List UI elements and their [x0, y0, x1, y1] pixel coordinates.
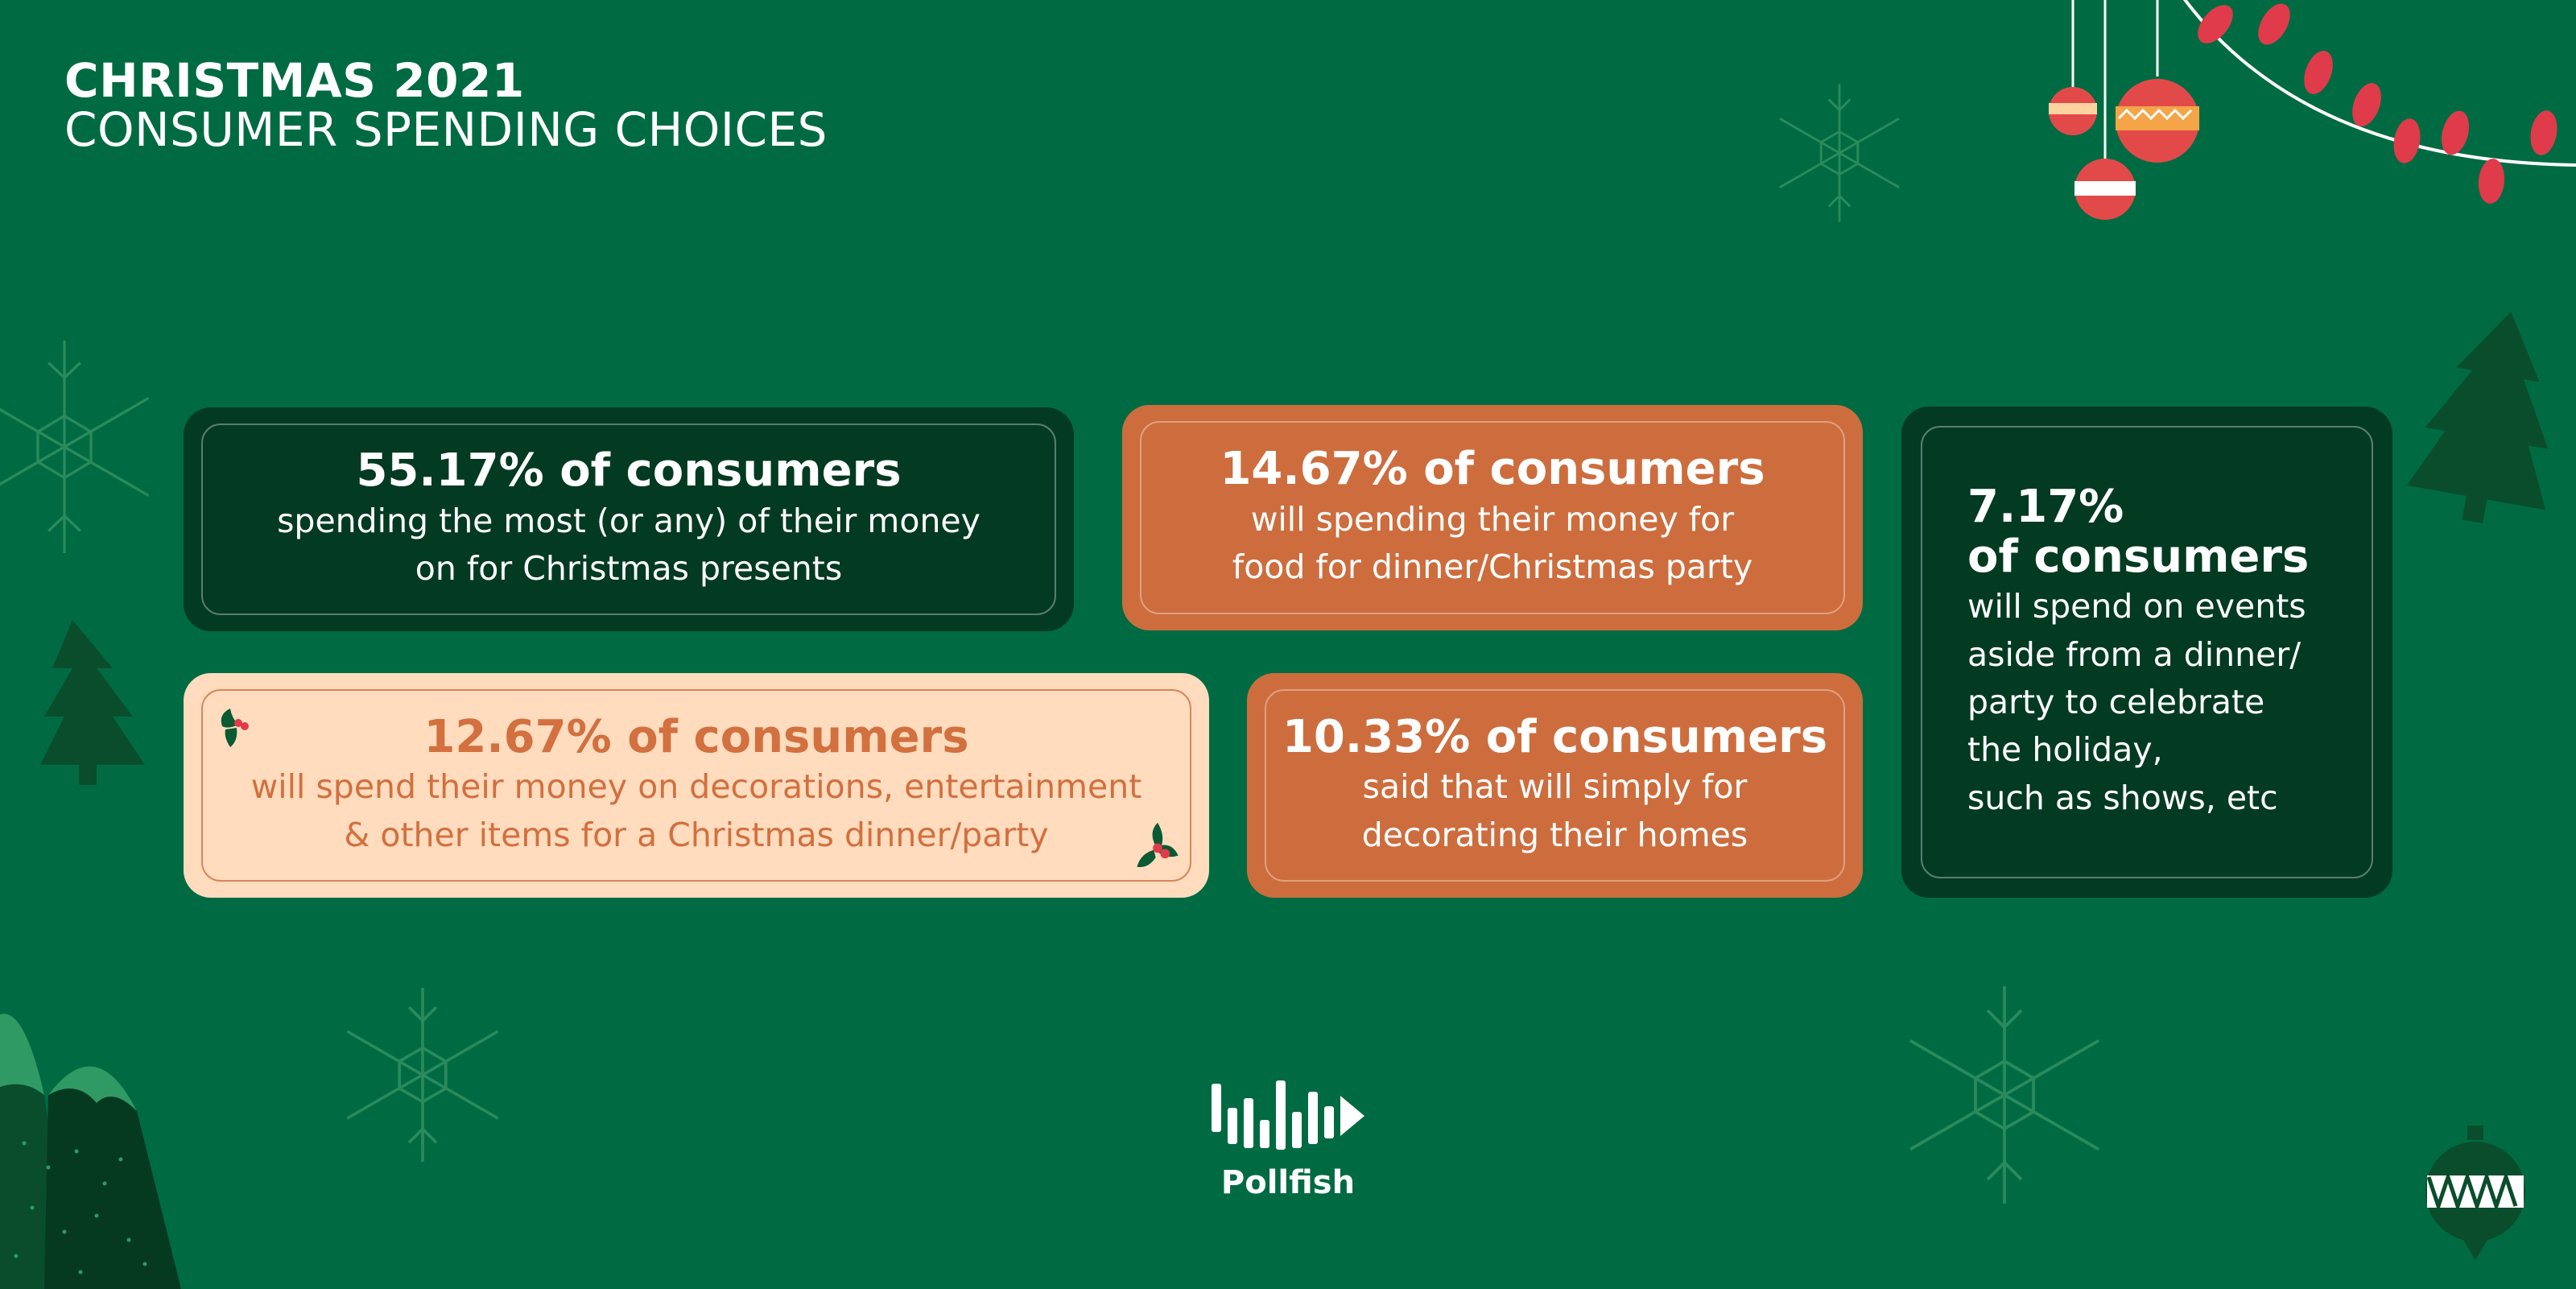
- stat-card-events: 7.17% of consumers will spend on events …: [1901, 407, 2392, 898]
- stat-value-label: of consumers: [1967, 531, 2310, 584]
- snowy-hills-decoration: [0, 1014, 181, 1289]
- stat-description-line: said that will simply for: [1362, 767, 1748, 807]
- stat-description-line: & other items for a Christmas dinner/par…: [344, 815, 1049, 854]
- pollfish-logo: Pollfish: [1199, 1076, 1377, 1201]
- stat-description-line: will spend their money on decorations, e…: [250, 767, 1142, 807]
- stat-description-line: decorating their homes: [1361, 815, 1748, 854]
- title-main: CHRISTMAS 2021: [64, 53, 525, 108]
- stat-description-line: will spend on events: [1967, 587, 2306, 626]
- snowflake-icon: [1779, 84, 1900, 222]
- holly-icon: [221, 709, 249, 747]
- christmas-tree-icon: [40, 620, 145, 785]
- ornament-icon: [2425, 1126, 2525, 1260]
- holly-icon: [1137, 822, 1179, 867]
- stat-card-decorations: 12.67% of consumers will spend their mon…: [184, 673, 1209, 898]
- snowflake-icon: [0, 341, 150, 553]
- ornaments-decoration: [2049, 0, 2576, 220]
- stat-value: 12.67% of consumers: [423, 710, 969, 763]
- stat-value: 10.33% of consumers: [1282, 710, 1828, 763]
- title-subtitle: CONSUMER SPENDING CHOICES: [64, 101, 828, 157]
- stat-description-line: party to celebrate: [1967, 683, 2265, 721]
- snowflake-icon: [346, 988, 499, 1162]
- stat-description-line: aside from a dinner/: [1967, 634, 2301, 674]
- page-title: CHRISTMAS 2021 CONSUMER SPENDING CHOICES: [64, 56, 828, 155]
- stat-card-home-decorating: 10.33% of consumers said that will simpl…: [1247, 673, 1863, 898]
- stat-card-presents: 55.17% of consumers spending the most (o…: [184, 407, 1074, 631]
- stat-description-line: the holiday,: [1967, 730, 2163, 770]
- christmas-tree-icon: [2406, 312, 2549, 524]
- stat-value: 55.17% of consumers: [356, 444, 902, 498]
- snowflake-icon: [1909, 986, 2099, 1204]
- stat-card-food: 14.67% of consumers will spending their …: [1122, 405, 1863, 630]
- stat-value: 14.67% of consumers: [1220, 443, 1765, 496]
- stat-description-line: such as shows, etc: [1967, 778, 2278, 817]
- stat-description-line: on for Christmas presents: [415, 549, 843, 589]
- stat-value: 7.17%: [1967, 480, 2124, 533]
- stat-description-line: food for dinner/Christmas party: [1232, 547, 1753, 587]
- stat-description-line: will spending their money for: [1250, 499, 1735, 539]
- pollfish-logo-icon: [1212, 1080, 1364, 1150]
- brand-name: Pollfish: [1220, 1164, 1356, 1201]
- stat-description-line: spending the most (or any) of their mone…: [277, 501, 980, 540]
